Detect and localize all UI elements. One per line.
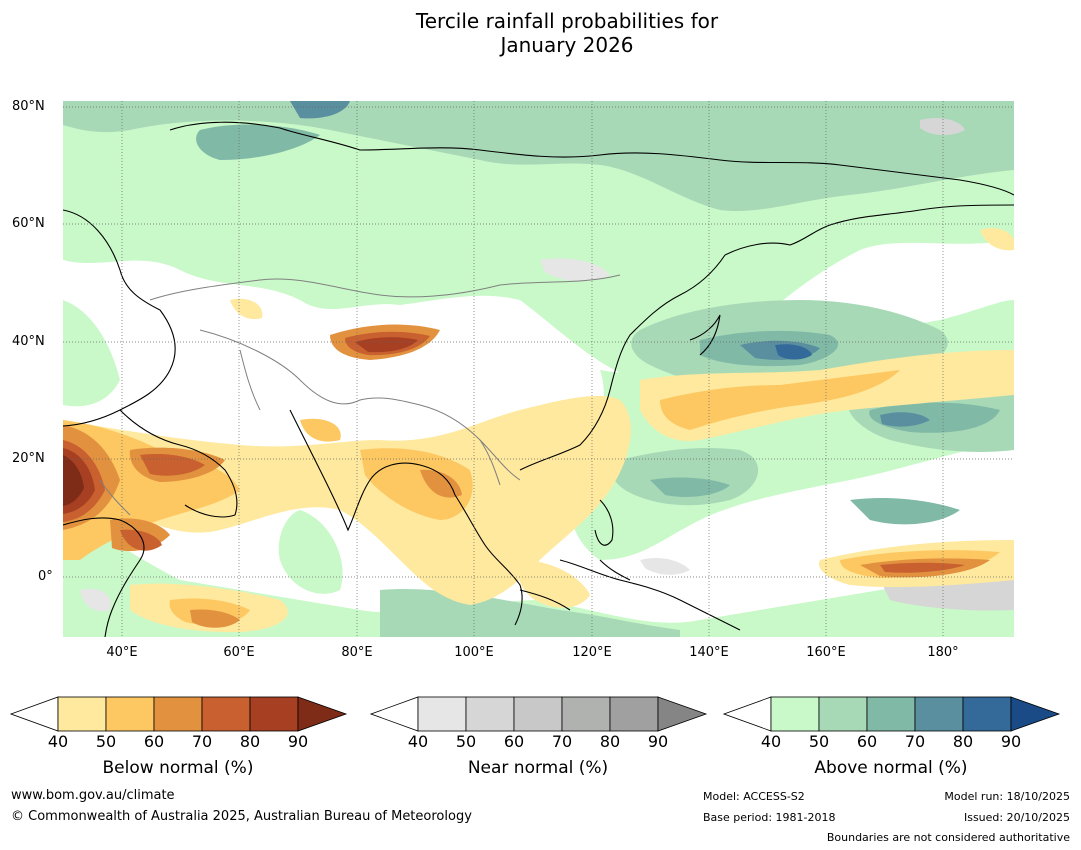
colorbar-above-normal xyxy=(723,696,1061,732)
chart-title: Tercile rainfall probabilities for Janua… xyxy=(0,9,1081,57)
above-swatch-2 xyxy=(818,696,868,732)
graticule xyxy=(63,101,1014,637)
colorbar-below-normal xyxy=(10,696,348,732)
below-swatch-2 xyxy=(105,696,155,732)
above-swatch-1 xyxy=(770,696,820,732)
lon-label-140e: 140°E xyxy=(689,645,729,660)
base-period-text: Base period: 1981-2018 xyxy=(703,811,836,824)
lon-label-100e: 100°E xyxy=(454,645,494,660)
model-text: Model: ACCESS-S2 xyxy=(703,790,805,803)
lon-label-120e: 120°E xyxy=(572,645,612,660)
near-swatch-1 xyxy=(417,696,467,732)
near-tick-40: 40 xyxy=(407,732,429,751)
below-tick-90: 90 xyxy=(287,732,309,751)
lat-label-0: 0° xyxy=(38,569,53,584)
above-tick-70: 70 xyxy=(904,732,926,751)
above-tick-60: 60 xyxy=(856,732,878,751)
colorbar-near-normal xyxy=(370,696,708,732)
below-underflow-triangle xyxy=(10,696,59,732)
above-swatch-3 xyxy=(866,696,916,732)
lat-label-60n: 60°N xyxy=(12,216,45,231)
near-tick-70: 70 xyxy=(551,732,573,751)
above-tick-50: 50 xyxy=(808,732,830,751)
model-run-text: Model run: 18/10/2025 xyxy=(944,790,1070,803)
near-swatch-5 xyxy=(609,696,659,732)
below-swatch-5 xyxy=(249,696,299,732)
near-swatch-4 xyxy=(561,696,611,732)
coastlines xyxy=(63,121,1014,637)
lat-label-40n: 40°N xyxy=(12,334,45,349)
near-overflow-triangle xyxy=(657,696,708,732)
below-tick-80: 80 xyxy=(239,732,261,751)
lat-label-20n: 20°N xyxy=(12,451,45,466)
disclaimer-text: Boundaries are not considered authoritat… xyxy=(826,831,1070,844)
near-swatch-2 xyxy=(465,696,515,732)
lon-label-80e: 80°E xyxy=(341,645,373,660)
issued-text: Issued: 20/10/2025 xyxy=(963,811,1070,824)
rainfall-probability-map xyxy=(63,101,1014,637)
below-swatch-1 xyxy=(57,696,107,732)
near-tick-50: 50 xyxy=(455,732,477,751)
lon-label-60e: 60°E xyxy=(223,645,255,660)
lon-label-40e: 40°E xyxy=(106,645,138,660)
below-overflow-triangle xyxy=(297,696,348,732)
above-overflow-triangle xyxy=(1010,696,1061,732)
below-tick-70: 70 xyxy=(191,732,213,751)
below-tick-60: 60 xyxy=(143,732,165,751)
near-swatch-3 xyxy=(513,696,563,732)
title-line-1: Tercile rainfall probabilities for xyxy=(415,9,719,33)
below-normal-label: Below normal (%) xyxy=(102,758,254,778)
below-tick-50: 50 xyxy=(95,732,117,751)
title-line-2: January 2026 xyxy=(500,33,634,57)
near-tick-90: 90 xyxy=(647,732,669,751)
below-swatch-4 xyxy=(201,696,251,732)
lon-label-180: 180° xyxy=(927,645,959,660)
website-link[interactable]: www.bom.gov.au/climate xyxy=(11,788,175,803)
near-normal-label: Near normal (%) xyxy=(467,758,609,778)
above-normal-strongest-regions xyxy=(290,101,930,427)
above-swatch-5 xyxy=(962,696,1012,732)
below-tick-40: 40 xyxy=(47,732,69,751)
lon-label-160e: 160°E xyxy=(806,645,846,660)
copyright-text: © Commonwealth of Australia 2025, Austra… xyxy=(11,809,472,824)
above-normal-label: Above normal (%) xyxy=(814,758,968,778)
above-tick-40: 40 xyxy=(760,732,782,751)
below-normal-extreme-regions xyxy=(63,337,418,514)
near-tick-60: 60 xyxy=(503,732,525,751)
below-swatch-3 xyxy=(153,696,203,732)
country-borders xyxy=(99,274,621,516)
above-tick-80: 80 xyxy=(952,732,974,751)
above-swatch-4 xyxy=(914,696,964,732)
above-tick-90: 90 xyxy=(1000,732,1022,751)
lat-label-80n: 80°N xyxy=(12,99,45,114)
near-underflow-triangle xyxy=(370,696,419,732)
above-underflow-triangle xyxy=(723,696,772,732)
near-tick-80: 80 xyxy=(599,732,621,751)
